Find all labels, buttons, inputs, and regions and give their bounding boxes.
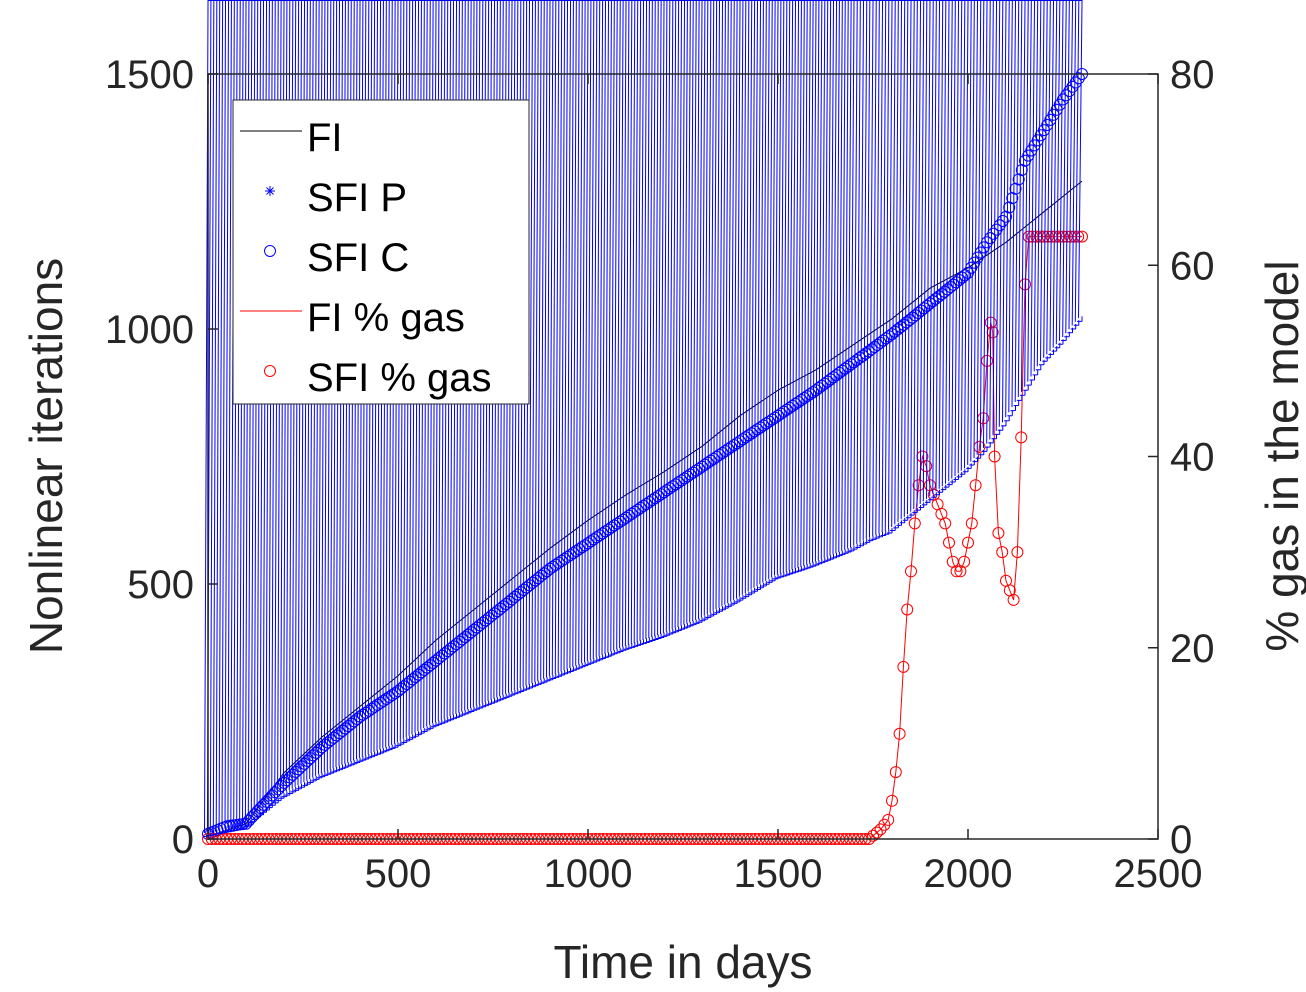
x-tick-label: 500 [365, 852, 432, 896]
fi-gas-line [208, 236, 1082, 840]
sfi-p-marker [321, 0, 1083, 322]
sfi-gas-marker [992, 527, 1005, 539]
sfi-gas-marker [893, 727, 906, 740]
legend-item-sfi-p: SFI P [265, 176, 407, 220]
legend-label: SFI % gas [307, 356, 492, 400]
sfi-gas-marker [874, 823, 887, 836]
sfi-gas-marker [882, 813, 895, 826]
sfi-gas-marker [996, 546, 1009, 559]
sfi-gas-marker [886, 794, 898, 807]
series-layer [202, 0, 1088, 845]
y2-tick-label: 0 [1170, 818, 1192, 862]
sfi-gas-marker [1015, 431, 1028, 444]
sfi-gas-marker [867, 829, 879, 842]
sfi-c-marker [1006, 192, 1019, 205]
sfi-gas-marker [1011, 546, 1024, 559]
sfi-gas-marker [943, 536, 955, 549]
sfi-c-marker [996, 215, 1009, 227]
sfi-gas-marker [988, 450, 1001, 463]
sfi-gas-marker [965, 517, 978, 530]
x-tick-label: 2000 [924, 852, 1013, 896]
legend-item-fi: FI [240, 116, 343, 160]
x-tick-label: 2500 [1114, 852, 1203, 896]
legend-box [232, 99, 530, 405]
legend-items: FI SFI P SFI C FI % gas SFI % gas [240, 116, 492, 400]
y-axis-title: Nonlinear iterations [20, 258, 72, 654]
y2-tick-label: 80 [1170, 53, 1215, 97]
legend-label: SFI C [307, 236, 409, 280]
x-tick-label: 1000 [544, 852, 633, 896]
legend-item-sfi-gas: SFI % gas [264, 356, 492, 400]
sfi-gas-marker [962, 536, 974, 549]
y-tick-label: 1000 [105, 308, 194, 352]
legend: FI SFI P SFI C FI % gas SFI % gas [232, 99, 530, 405]
sfi-gas-marker [958, 555, 971, 568]
y-tick-label: 1500 [105, 53, 194, 97]
sfi-gas-marker [969, 479, 982, 492]
sfi-c-marker [1015, 164, 1028, 176]
sfi-gas-marker [889, 766, 902, 779]
legend-swatch-marker [264, 245, 276, 257]
sfi-gas-marker [897, 660, 910, 673]
legend-swatch-marker [264, 365, 276, 377]
legend-item-sfi-c: SFI C [264, 236, 409, 280]
sfi-c-marker [1072, 72, 1085, 85]
sfi-c-marker [1003, 201, 1016, 214]
x-axis-title: Time in days [553, 936, 812, 988]
sfi-c-marker [987, 227, 1000, 240]
legend-label: SFI P [307, 176, 407, 220]
ticks-layer: 0 500 1000 1500 2000 250005001000150002040608… [105, 53, 1214, 896]
series-fi-gas [208, 236, 1082, 840]
sfi-gas-marker [905, 565, 917, 578]
legend-label: FI % gas [307, 296, 465, 340]
x-tick-label: 0 [197, 852, 219, 896]
legend-item-fi-gas: FI % gas [240, 296, 465, 340]
sfi-c-marker [1012, 173, 1025, 186]
sfi-gas-marker [870, 826, 883, 839]
y-tick-label: 0 [172, 818, 194, 862]
sfi-gas-marker [1007, 593, 1020, 606]
sfi-c-marker [993, 219, 1006, 232]
sfi-c-marker [1000, 210, 1012, 223]
sfi-gas-marker [939, 517, 952, 530]
y2-tick-label: 40 [1170, 436, 1215, 480]
series-sfi-p [203, 0, 1083, 837]
y2-tick-label: 20 [1170, 627, 1215, 671]
legend-label: FI [307, 116, 343, 160]
y2-tick-label: 60 [1170, 244, 1215, 288]
sfi-c-marker [853, 351, 866, 364]
sfi-gas-marker [908, 517, 921, 530]
x-tick-label: 1500 [734, 852, 823, 896]
y-tick-label: 500 [127, 563, 194, 607]
sfi-gas-marker [950, 565, 963, 578]
sfi-gas-marker [901, 603, 914, 616]
legend-swatch-marker [265, 186, 275, 196]
y2-axis-title: % gas in the model [1256, 260, 1306, 651]
